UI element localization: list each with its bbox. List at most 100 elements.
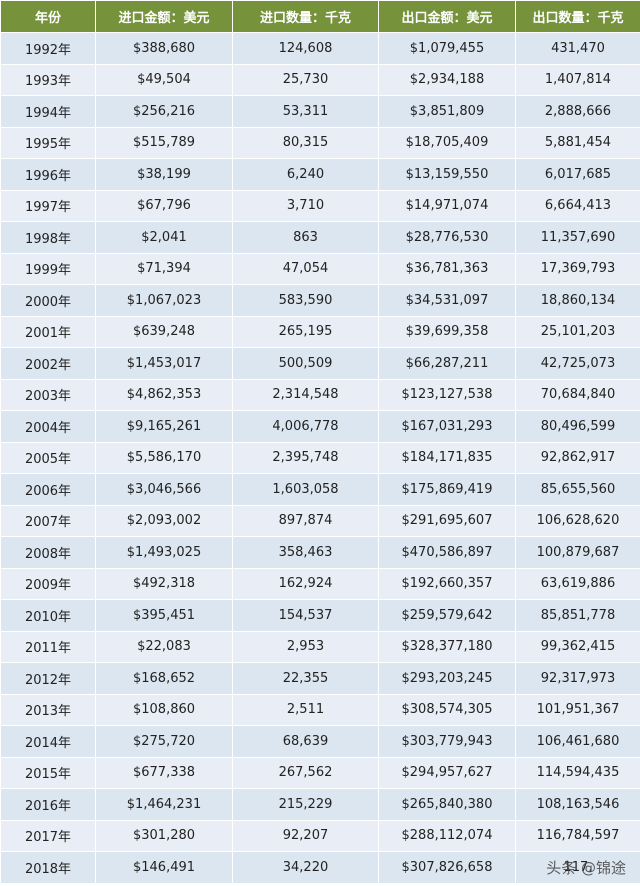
table-row: 2007年 $2,093,002 897,874 $291,695,607 106,62…	[0, 504, 640, 537]
table-row: 1993年 $49,504 25,730 $2,934,188 1,407,814	[0, 63, 640, 96]
table-cell: 2017年	[0, 819, 96, 852]
table-cell: 2011年	[0, 630, 96, 663]
table-cell: $13,159,550	[378, 158, 516, 191]
table-cell: 2013年	[0, 693, 96, 726]
table-cell: 5,881,454	[515, 126, 640, 159]
table-cell: 63,619,886	[515, 567, 640, 600]
table-cell: 1,603,058	[232, 473, 379, 506]
table-cell: $9,165,261	[95, 410, 233, 443]
table-body: 1992年 $388,680 124,608 $1,079,455 431,470 199…	[0, 32, 640, 884]
table-cell: 863	[232, 221, 379, 254]
table-cell: $168,652	[95, 662, 233, 695]
table-cell: 215,229	[232, 788, 379, 821]
table-cell: $192,660,357	[378, 567, 516, 600]
table-cell: 2018年	[0, 851, 96, 884]
table-cell: $492,318	[95, 567, 233, 600]
table-cell: $2,934,188	[378, 63, 516, 96]
table-cell: 53,311	[232, 95, 379, 128]
table-cell: 6,240	[232, 158, 379, 191]
table-cell: $123,127,538	[378, 378, 516, 411]
table-cell: 42,725,073	[515, 347, 640, 380]
table-cell: 2015年	[0, 756, 96, 789]
table-cell: 265,195	[232, 315, 379, 348]
table-cell: $175,869,419	[378, 473, 516, 506]
table-cell: $184,171,835	[378, 441, 516, 474]
table-cell: $1,079,455	[378, 32, 516, 65]
table-cell: 1994年	[0, 95, 96, 128]
table-cell: 2005年	[0, 441, 96, 474]
table-cell: 583,590	[232, 284, 379, 317]
header-cell: 进口金额：美元	[95, 0, 233, 33]
header-cell: 年份	[0, 0, 96, 33]
table-row: 2010年 $395,451 154,537 $259,579,642 85,851,7…	[0, 599, 640, 632]
table-cell: 431,470	[515, 32, 640, 65]
watermark: 头条 @锦途	[546, 859, 626, 877]
table-row: 2005年 $5,586,170 2,395,748 $184,171,835 92,8…	[0, 441, 640, 474]
table-row: 2011年 $22,083 2,953 $328,377,180 99,362,415	[0, 630, 640, 663]
table-cell: $67,796	[95, 189, 233, 222]
table-cell: $38,199	[95, 158, 233, 191]
table-cell: $39,699,358	[378, 315, 516, 348]
table-cell: 114,594,435	[515, 756, 640, 789]
table-cell: $515,789	[95, 126, 233, 159]
header-cell: 出口数量：千克	[515, 0, 640, 33]
table-row: 2016年 $1,464,231 215,229 $265,840,380 108,16…	[0, 788, 640, 821]
table-cell: 154,537	[232, 599, 379, 632]
table-cell: 2002年	[0, 347, 96, 380]
table-cell: $294,957,627	[378, 756, 516, 789]
header-cell: 进口数量：千克	[232, 0, 379, 33]
table-cell: 2007年	[0, 504, 96, 537]
table-cell: 2010年	[0, 599, 96, 632]
table-cell: $14,971,074	[378, 189, 516, 222]
table-cell: 11,357,690	[515, 221, 640, 254]
table-cell: $1,453,017	[95, 347, 233, 380]
table-cell: $639,248	[95, 315, 233, 348]
table-cell: $49,504	[95, 63, 233, 96]
table-cell: 162,924	[232, 567, 379, 600]
table-cell: 2008年	[0, 536, 96, 569]
table-cell: 34,220	[232, 851, 379, 884]
table-cell: 92,207	[232, 819, 379, 852]
table-cell: $22,083	[95, 630, 233, 663]
table-cell: 100,879,687	[515, 536, 640, 569]
table-row: 1999年 $71,394 47,054 $36,781,363 17,369,793	[0, 252, 640, 285]
table-cell: 1992年	[0, 32, 96, 65]
table-cell: $301,280	[95, 819, 233, 852]
table-row: 1997年 $67,796 3,710 $14,971,074 6,664,413	[0, 189, 640, 222]
table-cell: 85,851,778	[515, 599, 640, 632]
table-row: 2013年 $108,860 2,511 $308,574,305 101,951,36…	[0, 693, 640, 726]
table-cell: $256,216	[95, 95, 233, 128]
table-cell: 2,511	[232, 693, 379, 726]
header-cell: 出口金额：美元	[378, 0, 516, 33]
table-cell: $288,112,074	[378, 819, 516, 852]
table-cell: 80,496,599	[515, 410, 640, 443]
table-cell: 1998年	[0, 221, 96, 254]
table-cell: $3,851,809	[378, 95, 516, 128]
table-row: 2004年 $9,165,261 4,006,778 $167,031,293 80,4…	[0, 410, 640, 443]
table-cell: 92,862,917	[515, 441, 640, 474]
table-cell: $395,451	[95, 599, 233, 632]
table-cell: 358,463	[232, 536, 379, 569]
table-cell: $677,338	[95, 756, 233, 789]
table-cell: 106,461,680	[515, 725, 640, 758]
table-cell: 2,395,748	[232, 441, 379, 474]
table-cell: 70,684,840	[515, 378, 640, 411]
table-cell: $293,203,245	[378, 662, 516, 695]
table-cell: 1995年	[0, 126, 96, 159]
table-row: 2018年 $146,491 34,220 $307,826,658 117,	[0, 851, 640, 884]
table-cell: 1999年	[0, 252, 96, 285]
table-cell: 68,639	[232, 725, 379, 758]
table-cell: $1,493,025	[95, 536, 233, 569]
table-cell: 267,562	[232, 756, 379, 789]
table-cell: 4,006,778	[232, 410, 379, 443]
table-cell: 25,730	[232, 63, 379, 96]
table-cell: 17,369,793	[515, 252, 640, 285]
table-cell: 2,953	[232, 630, 379, 663]
table-cell: $71,394	[95, 252, 233, 285]
table-row: 2001年 $639,248 265,195 $39,699,358 25,101,20…	[0, 315, 640, 348]
table-cell: 1993年	[0, 63, 96, 96]
table-cell: $36,781,363	[378, 252, 516, 285]
table-row: 2014年 $275,720 68,639 $303,779,943 106,461,6…	[0, 725, 640, 758]
